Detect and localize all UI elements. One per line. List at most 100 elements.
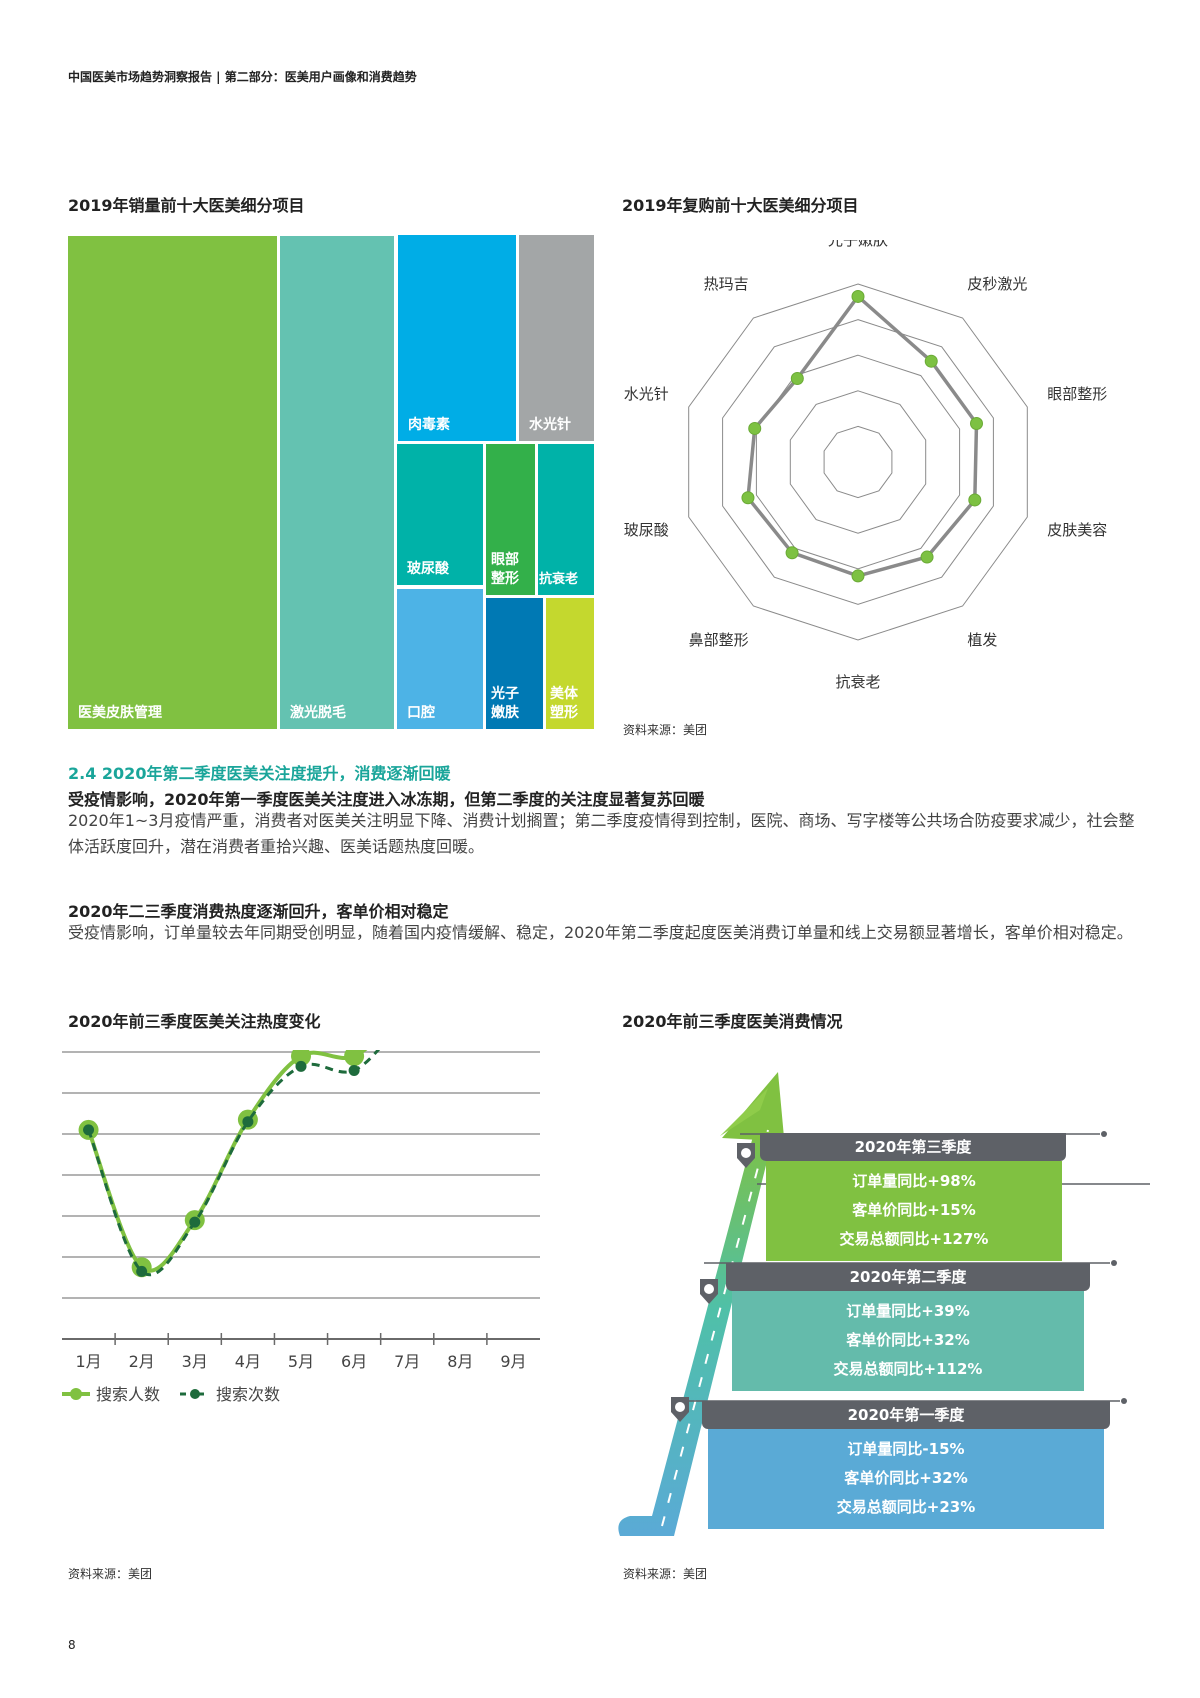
legend-label: 搜索次数: [216, 1385, 280, 1404]
legend-label: 搜索人数: [96, 1385, 160, 1404]
treemap-cell-label: 水光针: [529, 417, 571, 433]
x-tick-label: 6月: [341, 1352, 367, 1371]
series-point: [242, 1116, 254, 1128]
quarter-body-q3: 订单量同比+98% 客单价同比+15% 交易总额同比+127%: [766, 1161, 1062, 1261]
treemap-cell: 激光脱毛: [280, 236, 394, 729]
series-line-search-users: [86, 1050, 368, 1273]
quarter-stat: 客单价同比+32%: [846, 1331, 970, 1349]
treemap-cell: 眼部整形: [486, 444, 535, 595]
series-point: [83, 1124, 95, 1136]
radar-point: [920, 550, 934, 564]
treemap-cell-label: 美体塑形: [550, 686, 578, 721]
treemap-chart: 医美皮肤管理 激光脱毛 肉毒素 水光针 玻尿酸 眼部整形 抗衰老 口腔 光子嫩肤…: [68, 233, 594, 729]
radar-ring: [789, 390, 927, 534]
x-tick-label: 9月: [500, 1352, 526, 1371]
series-point: [136, 1265, 148, 1277]
treemap-cell: 抗衰老: [538, 444, 594, 595]
radar-point: [851, 569, 865, 583]
x-tick-label: 3月: [182, 1352, 208, 1371]
treemap-cell-label: 口腔: [407, 705, 435, 721]
radar-point: [790, 371, 804, 385]
radar-source: 资料来源：美团: [623, 723, 708, 737]
map-pin-icon: [700, 1279, 718, 1304]
radar-series-line: [746, 293, 979, 578]
road-dashes: [661, 1129, 769, 1527]
quarter-stat: 客单价同比+32%: [844, 1469, 968, 1487]
radar-ring: [688, 283, 1028, 641]
subheading-1: 受疫情影响，2020年第一季度医美关注度进入冰冻期，但第二季度的关注度显著复苏回…: [68, 790, 705, 809]
x-tick-label: 8月: [447, 1352, 473, 1371]
radar-point: [970, 416, 984, 430]
radar-point: [968, 493, 982, 507]
x-tick-label: 1月: [75, 1352, 101, 1371]
road-shape: [618, 1125, 776, 1536]
section-heading: 2.4 2020年第二季度医美关注度提升，消费逐渐回暖: [68, 764, 451, 783]
quarter-stat: 订单量同比+39%: [846, 1302, 970, 1320]
radar-ring: [722, 319, 994, 605]
x-tick-label: 5月: [288, 1352, 314, 1371]
consumption-source: 资料来源：美团: [623, 1567, 708, 1581]
paragraph-2: 受疫情影响，订单量较去年同期受创明显，随着国内疫情缓解、稳定，2020年第二季度…: [68, 923, 1133, 942]
radar-axis-label: 鼻部整形: [689, 631, 749, 649]
radar-point: [748, 421, 762, 435]
treemap-cell: 美体塑形: [546, 598, 594, 729]
series-point: [291, 1050, 311, 1067]
radar-point: [851, 289, 865, 303]
radar-point: [785, 546, 799, 560]
line-chart-source: 资料来源：美团: [68, 1567, 153, 1581]
treemap-cell-label: 激光脱毛: [290, 705, 346, 721]
radar-axis-label: 皮秒激光: [967, 275, 1027, 293]
radar-axis-label: 热玛吉: [704, 275, 749, 293]
quarter-header-q2: 2020年第二季度: [726, 1263, 1090, 1291]
quarter-stat: 交易总额同比+127%: [839, 1230, 989, 1248]
treemap-cell: 肉毒素: [398, 235, 516, 441]
running-head: 中国医美市场趋势洞察报告 | 第二部分：医美用户画像和消费趋势: [68, 70, 417, 84]
radar-point: [924, 354, 938, 368]
radar-axis-label: 皮肤美容: [1047, 521, 1107, 539]
radar-axis-label: 眼部整形: [1047, 385, 1107, 403]
treemap-cell-label: 抗衰老: [539, 572, 579, 587]
treemap-cell-label: 医美皮肤管理: [78, 705, 162, 721]
x-tick-label: 4月: [235, 1352, 261, 1371]
radar-ring: [755, 354, 961, 570]
map-pin-icon: [737, 1143, 755, 1168]
series-point: [348, 1064, 360, 1076]
treemap-cell: 口腔: [397, 589, 483, 729]
quarter-header-q1: 2020年第一季度: [702, 1401, 1110, 1429]
treemap-cell-label: 光子嫩肤: [491, 686, 519, 721]
radar-axis-label: 植发: [967, 631, 997, 649]
radar-axis-label: 抗衰老: [835, 673, 880, 691]
quarter-stat: 交易总额同比+112%: [833, 1360, 983, 1378]
radar-title: 2019年复购前十大医美细分项目: [622, 196, 859, 215]
x-tick-label: 7月: [394, 1352, 420, 1371]
treemap-cell-label: 玻尿酸: [407, 561, 449, 577]
map-pin-icon: [671, 1397, 689, 1422]
treemap-cell-label: 肉毒素: [408, 417, 450, 433]
quarter-body-q1: 订单量同比-15% 客单价同比+32% 交易总额同比+23%: [708, 1429, 1104, 1529]
radar-axis-label: 玻尿酸: [624, 521, 669, 539]
quarter-stat: 订单量同比+98%: [852, 1172, 976, 1190]
paragraph-1: 2020年1~3月疫情严重，消费者对医美关注明显下降、消费计划搁置；第二季度疫情…: [68, 811, 1135, 856]
series-point: [344, 1050, 365, 1067]
treemap-cell: 医美皮肤管理: [68, 236, 277, 729]
series-line-search-count: [87, 1050, 381, 1277]
line-chart-title: 2020年前三季度医美关注热度变化: [68, 1012, 321, 1031]
radar-axis-label: 光子嫩肤: [828, 240, 888, 249]
treemap-cell: 玻尿酸: [397, 444, 483, 585]
quarter-stat: 订单量同比-15%: [847, 1440, 965, 1458]
consumption-title: 2020年前三季度医美消费情况: [622, 1012, 843, 1031]
treemap-cell: 水光针: [519, 235, 594, 441]
subheading-2: 2020年二三季度消费热度逐渐回升，客单价相对稳定: [68, 902, 449, 921]
quarter-stat: 交易总额同比+23%: [836, 1498, 976, 1516]
treemap-cell: 光子嫩肤: [486, 598, 543, 729]
page-number: 8: [68, 1638, 76, 1652]
radar-axis-label: 水光针: [624, 385, 669, 403]
treemap-title: 2019年销量前十大医美细分项目: [68, 196, 305, 215]
quarter-header-q3: 2020年第三季度: [760, 1133, 1066, 1161]
quarter-stat: 客单价同比+15%: [852, 1201, 976, 1219]
treemap-cell-label: 眼部整形: [491, 552, 519, 587]
quarter-body-q2: 订单量同比+39% 客单价同比+32% 交易总额同比+112%: [732, 1291, 1084, 1391]
x-tick-label: 2月: [129, 1352, 155, 1371]
